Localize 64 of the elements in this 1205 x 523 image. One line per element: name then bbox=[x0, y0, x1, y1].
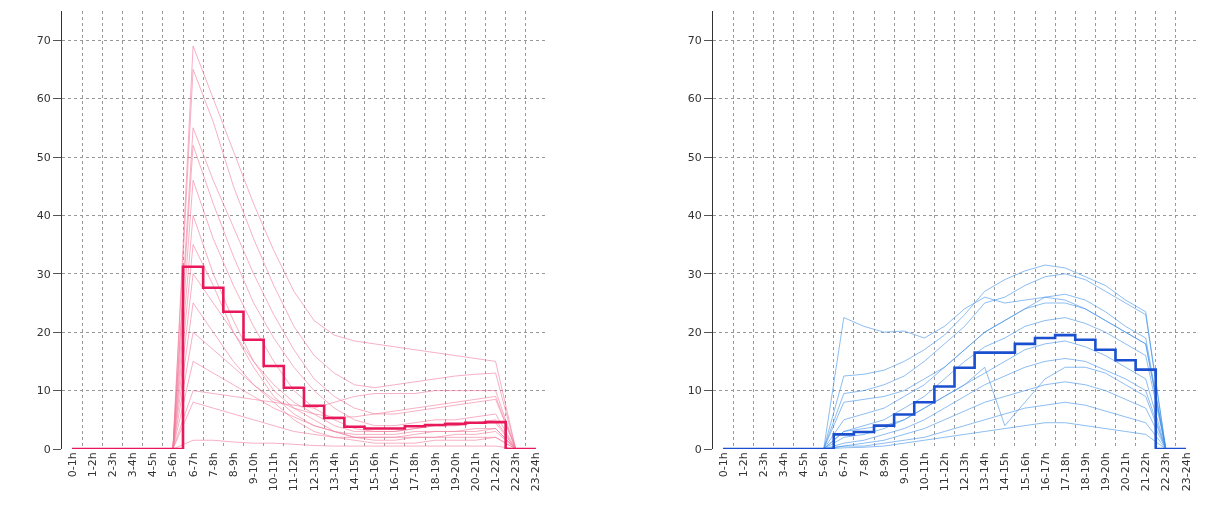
y-tick-label: 20 bbox=[36, 326, 51, 340]
x-tick-label: 13-14h bbox=[978, 452, 992, 492]
x-tick-label: 2-3h bbox=[105, 452, 119, 478]
x-tick-label: 16-17h bbox=[1038, 452, 1052, 492]
y-tick-label: 60 bbox=[36, 92, 51, 106]
x-tick-label: 4-5h bbox=[797, 452, 811, 478]
x-tick-label: 7-8h bbox=[857, 452, 871, 478]
x-tick-label: 1-2h bbox=[736, 452, 750, 478]
x-tick-label: 19-20h bbox=[1099, 452, 1113, 492]
y-tick-label: 50 bbox=[687, 150, 702, 164]
x-tick-label: 12-13h bbox=[958, 452, 972, 492]
x-tick-label: 21-22h bbox=[1139, 452, 1153, 492]
x-tick-label: 10-11h bbox=[267, 452, 281, 492]
x-tick-label: 20-21h bbox=[469, 452, 482, 492]
y-tick-label: 30 bbox=[687, 267, 702, 281]
x-tick-label: 3-4h bbox=[777, 452, 791, 478]
y-tick-label: 40 bbox=[36, 209, 51, 223]
x-tick-label: 17-18h bbox=[408, 452, 422, 492]
x-tick-label: 16-17h bbox=[388, 452, 402, 492]
x-tick-label: 9-10h bbox=[247, 452, 261, 485]
y-tick-label: 10 bbox=[36, 384, 51, 398]
x-tick-label: 15-16h bbox=[1018, 452, 1032, 492]
x-tick-label: 22-23h bbox=[1159, 452, 1173, 492]
x-tick-label: 20-21h bbox=[1119, 452, 1133, 492]
y-tick-label: 70 bbox=[687, 34, 702, 48]
x-tick-label: 23-24h bbox=[1179, 452, 1193, 492]
x-tick-label: 12-13h bbox=[307, 452, 321, 492]
x-tick-label: 23-24h bbox=[529, 452, 543, 492]
x-tick-label: 13-14h bbox=[327, 452, 341, 492]
x-tick-label: 17-18h bbox=[1058, 452, 1072, 492]
x-tick-label: 8-9h bbox=[226, 452, 240, 478]
x-tick-label: 8-9h bbox=[877, 452, 891, 478]
y-tick-label: 0 bbox=[43, 442, 51, 456]
x-tick-label: 0-1h bbox=[65, 452, 79, 478]
y-tick-label: 20 bbox=[687, 326, 702, 340]
y-tick-label: 10 bbox=[687, 384, 702, 398]
x-tick-label: 14-15h bbox=[998, 452, 1012, 492]
x-tick-label: 1-2h bbox=[85, 452, 99, 478]
x-tick-label: 19-20h bbox=[448, 452, 462, 492]
x-tick-label: 21-22h bbox=[489, 452, 503, 492]
x-tick-label: 6-7h bbox=[186, 452, 200, 478]
x-tick-label: 14-15h bbox=[348, 452, 361, 492]
x-tick-label: 0-1h bbox=[716, 452, 730, 478]
x-tick-label: 11-12h bbox=[287, 452, 301, 492]
x-tick-label: 2-3h bbox=[756, 452, 770, 478]
x-tick-label: 6-7h bbox=[837, 452, 851, 478]
y-tick-label: 40 bbox=[687, 209, 702, 223]
y-tick-label: 0 bbox=[694, 442, 702, 456]
y-tick-label: 60 bbox=[687, 92, 702, 106]
y-tick-label: 70 bbox=[36, 34, 51, 48]
x-tick-label: 3-4h bbox=[126, 452, 140, 478]
x-tick-label: 18-19h bbox=[1078, 452, 1092, 492]
x-tick-label: 10-11h bbox=[917, 452, 931, 492]
y-tick-label: 30 bbox=[36, 267, 51, 281]
x-tick-label: 22-23h bbox=[509, 452, 523, 492]
x-tick-label: 11-12h bbox=[938, 452, 952, 492]
x-tick-label: 7-8h bbox=[206, 452, 220, 478]
x-tick-label: 9-10h bbox=[897, 452, 911, 485]
y-tick-label: 50 bbox=[36, 150, 51, 164]
x-tick-label: 18-19h bbox=[428, 452, 442, 492]
x-tick-label: 15-16h bbox=[368, 452, 382, 492]
x-tick-label: 4-5h bbox=[146, 452, 160, 478]
x-tick-label: 5-6h bbox=[817, 452, 831, 478]
x-tick-label: 5-6h bbox=[166, 452, 180, 478]
